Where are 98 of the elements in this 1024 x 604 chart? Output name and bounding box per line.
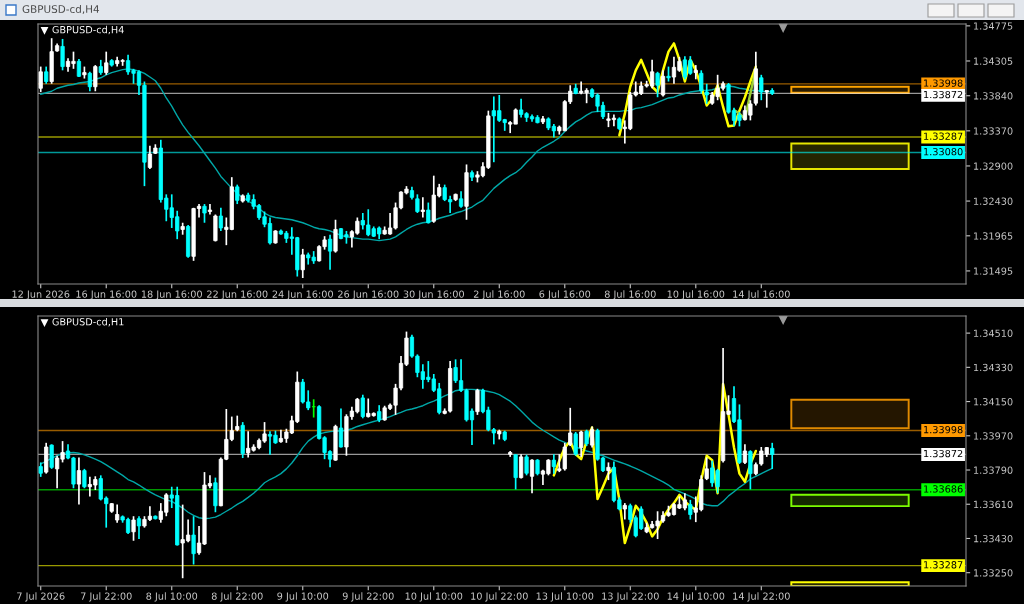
candlestick (573, 431, 578, 457)
x-tick-label: 9 Jul 10:00 (277, 592, 329, 602)
candlestick (704, 82, 709, 105)
x-tick-label: 14 Jul 10:00 (667, 592, 725, 602)
candlestick (87, 70, 92, 93)
candlestick (529, 458, 535, 495)
y-tick-label: 1.33250 (974, 569, 1013, 577)
candlestick (579, 429, 584, 458)
candlestick (759, 73, 764, 102)
candlestick (551, 453, 556, 475)
text: GBPUSD-cd,H4 (22, 4, 100, 15)
y-tick-label: 1.34330 (974, 363, 1013, 372)
candlestick (235, 183, 240, 205)
candlestick (518, 453, 524, 480)
candlestick (415, 193, 420, 214)
candlestick (300, 248, 305, 279)
y-tick-label: 1.32900 (974, 162, 1013, 170)
ref-line-label: 1.33872 (924, 449, 963, 458)
y-tick-label: 1.34775 (974, 22, 1013, 30)
candlestick (742, 443, 748, 465)
ref-line-label: 1.33998 (924, 79, 963, 87)
y-tick-label: 1.34305 (974, 57, 1013, 65)
candlestick (202, 203, 207, 224)
candlestick (524, 453, 529, 477)
x-tick-label: 14 Jul 22:00 (733, 592, 790, 602)
candlestick (475, 387, 480, 416)
candlestick (693, 64, 698, 81)
candlestick (770, 441, 775, 470)
candlestick (49, 443, 54, 470)
y-tick-label: 1.31965 (974, 232, 1013, 240)
x-tick-label: 7 Jul 22:00 (80, 592, 132, 602)
x-tick-label: 8 Jul 22:00 (211, 592, 263, 602)
candlestick (93, 64, 98, 93)
candlestick (213, 476, 218, 514)
candlestick (60, 38, 65, 72)
candlestick (82, 468, 87, 490)
y-tick-label: 1.34150 (974, 398, 1013, 406)
x-tick-label: 10 Jul 22:00 (471, 592, 528, 602)
y-tick-label: 1.33840 (974, 92, 1013, 100)
x-tick-label: 2 Jul 16:00 (473, 290, 525, 300)
chart-title: GBPUSD-cd,H4 (52, 25, 124, 35)
candlestick (420, 196, 425, 219)
candlestick (207, 203, 213, 216)
candlestick (513, 453, 518, 491)
candlestick (688, 499, 693, 521)
y-tick-label: 1.33370 (974, 127, 1013, 135)
candlestick (748, 449, 753, 491)
y-tick-label: 1.32430 (974, 197, 1013, 205)
ref-line-label: 1.33998 (924, 425, 963, 434)
ref-line-label: 1.33686 (924, 485, 963, 493)
line-series (618, 42, 758, 137)
candlestick (704, 456, 709, 481)
x-tick-label: 9 Jul 22:00 (342, 592, 394, 602)
candlestick (136, 515, 142, 540)
candlestick (764, 89, 769, 109)
y-tick-label: 1.33430 (974, 534, 1013, 543)
candlestick (327, 233, 333, 271)
ref-line-label: 1.33872 (924, 90, 963, 99)
ref-line-label: 1.33287 (924, 561, 963, 569)
x-tick-label: 14 Jul 16:00 (733, 290, 790, 300)
x-tick-label: 8 Jul 10:00 (146, 592, 198, 602)
candlestick (76, 456, 82, 506)
x-tick-label: 26 Jun 16:00 (338, 290, 399, 300)
candlestick (38, 65, 43, 93)
ref-line-label: 1.33080 (924, 147, 963, 156)
candlestick (568, 407, 573, 447)
ref-line-label: 1.33287 (924, 132, 963, 140)
x-tick-label: 7 Jul 2026 (17, 592, 65, 602)
x-tick-label: 16 Jun 16:00 (76, 290, 137, 300)
candlestick (360, 393, 365, 420)
x-tick-label: 30 Jun 16:00 (403, 290, 464, 300)
y-tick-label: 1.34510 (974, 329, 1013, 337)
candlestick (191, 515, 196, 566)
candlestick (655, 70, 660, 99)
x-tick-label: 6 Jul 16:00 (539, 290, 591, 300)
candlestick (115, 503, 120, 524)
candlestick (131, 515, 136, 542)
candlestick (699, 69, 704, 95)
candlestick (104, 50, 109, 76)
candlestick (660, 69, 666, 98)
x-tick-label: 13 Jul 10:00 (536, 592, 594, 602)
y-tick-label: 1.33790 (974, 466, 1013, 474)
candlestick (589, 425, 595, 449)
x-tick-label: 8 Jul 16:00 (604, 290, 656, 300)
y-tick-label: 1.33610 (974, 500, 1013, 509)
candlestick (333, 218, 338, 254)
candlestick (218, 206, 223, 232)
y-tick-label: 1.31495 (974, 267, 1013, 275)
candlestick (338, 407, 344, 449)
x-tick-label: 22 Jun 16:00 (207, 290, 268, 300)
x-tick-label: 10 Jul 16:00 (667, 290, 725, 300)
x-tick-label: 24 Jun 16:00 (272, 290, 333, 300)
x-tick-label: 13 Jul 22:00 (602, 592, 659, 602)
y-tick-label: 1.33970 (974, 432, 1013, 440)
x-tick-label: 18 Jun 16:00 (141, 290, 202, 300)
x-tick-label: 10 Jul 10:00 (405, 592, 463, 602)
chart-title: GBPUSD-cd,H1 (52, 317, 124, 327)
x-tick-label: 12 Jun 2026 (12, 290, 70, 300)
